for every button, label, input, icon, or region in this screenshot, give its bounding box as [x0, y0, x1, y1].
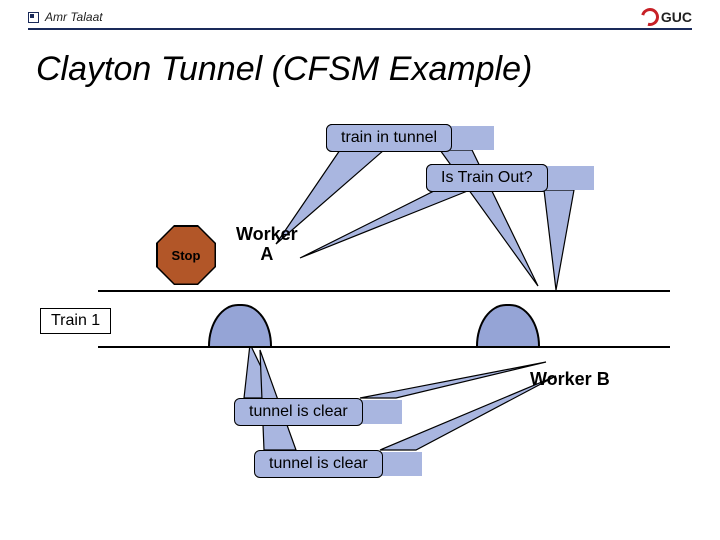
callout-isout-right [544, 190, 574, 290]
msg-tunnel-clear-2: tunnel is clear [254, 450, 383, 478]
stop-sign: Stop [156, 225, 216, 285]
msg-train-in-tunnel-top: train in tunnel [326, 124, 452, 152]
worker-a-label: Worker A [236, 225, 298, 265]
worker-a-line2: A [260, 244, 273, 264]
worker-b-label: Worker B [530, 370, 610, 390]
track-bottom [98, 346, 670, 348]
msg-is-train-out-top: Is Train Out? [426, 164, 548, 192]
worker-a-line1: Worker [236, 224, 298, 244]
track-top [98, 290, 670, 292]
train-1-box: Train 1 [40, 308, 111, 334]
msg-tunnel-clear-1: tunnel is clear [234, 398, 363, 426]
stop-label: Stop [172, 248, 201, 263]
